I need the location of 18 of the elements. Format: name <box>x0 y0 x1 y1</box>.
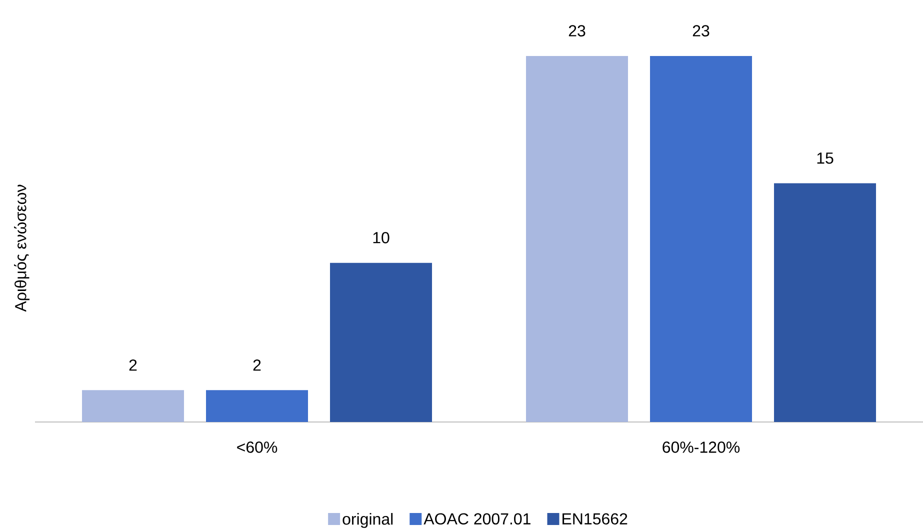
legend-label: EN15662 <box>562 513 628 525</box>
y-axis-title: Αριθμός ενώσεων <box>14 184 30 312</box>
legend-label: AOAC 2007.01 <box>424 513 530 525</box>
data-label: 23 <box>568 25 586 36</box>
bar <box>206 390 308 422</box>
bar <box>526 56 628 422</box>
data-label: 2 <box>253 359 261 371</box>
bar <box>330 262 432 422</box>
data-label: 2 <box>129 359 137 371</box>
bar <box>82 390 184 422</box>
bar <box>650 56 752 422</box>
data-label: 15 <box>817 152 834 164</box>
data-label: 23 <box>692 25 710 36</box>
data-label: 10 <box>373 232 390 244</box>
x-tick-label: <60% <box>237 442 278 453</box>
x-tick-label: 60%-120% <box>662 442 740 453</box>
bar <box>774 183 876 422</box>
legend-label: original <box>342 513 393 528</box>
